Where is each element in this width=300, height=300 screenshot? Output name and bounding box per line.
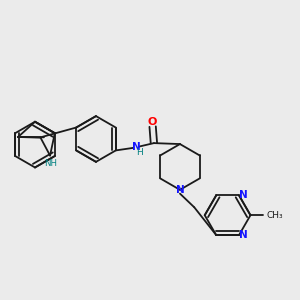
Text: N: N xyxy=(176,185,184,195)
Text: N: N xyxy=(239,190,248,200)
Text: O: O xyxy=(148,116,157,127)
Text: H: H xyxy=(136,148,143,157)
Text: N: N xyxy=(239,230,248,240)
Text: NH: NH xyxy=(44,159,57,168)
Text: CH₃: CH₃ xyxy=(266,211,283,220)
Text: N: N xyxy=(132,142,141,152)
